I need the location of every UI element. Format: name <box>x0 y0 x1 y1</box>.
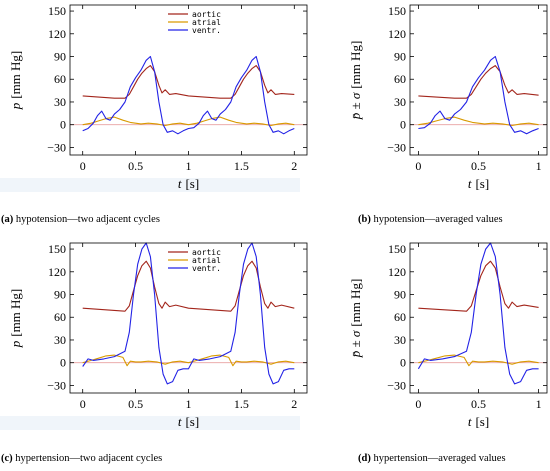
x-tick-label: 0 <box>80 397 86 411</box>
x-tick-label: 1 <box>536 397 542 411</box>
y-tick-label: 30 <box>394 333 406 347</box>
y-tick-label: 150 <box>48 242 66 256</box>
y-tick-label: 30 <box>54 95 66 109</box>
panel-caption: (d) hypertension—averaged values <box>358 453 506 464</box>
legend-entry: atrial <box>192 18 221 27</box>
axes-frame <box>69 242 308 394</box>
axes-frame <box>409 4 548 156</box>
y-tick-label: 0 <box>60 356 66 370</box>
x-axis-label: t [s] <box>468 176 489 191</box>
label-band <box>0 178 300 192</box>
legend-entry: aortic <box>192 248 221 257</box>
legend-entry: aortic <box>192 10 221 19</box>
legend-entry: ventr. <box>192 264 221 273</box>
series-line-ventr <box>418 55 539 135</box>
x-tick-label: 1.5 <box>234 159 249 173</box>
series-line-ventr <box>82 242 295 385</box>
series-line-ventr <box>417 242 539 385</box>
y-tick-label: 60 <box>54 310 66 324</box>
y-tick-label: 120 <box>48 27 66 41</box>
y-tick-label: 120 <box>388 265 406 279</box>
y-tick-label: 60 <box>54 72 66 86</box>
x-tick-label: 0.5 <box>471 159 486 173</box>
chart-panel-1: 0 0.5 1 1.5 2 −30 0 30 60 90 120 150 t [s] p[mm Hg] aor… <box>8 4 308 191</box>
chart-panel-2: 0 0.5 1 −30 0 30 60 90 120 150 t [s] p̄ ± σ[mm Hg] <box>348 4 548 191</box>
x-tick-label: 1 <box>186 159 192 173</box>
series-line-atrial <box>418 116 539 127</box>
y-tick-label: 150 <box>388 242 406 256</box>
y-tick-label: 0 <box>400 356 406 370</box>
y-tick-label: 60 <box>394 72 406 86</box>
legend-entry: ventr. <box>192 26 221 35</box>
y-tick-label: −30 <box>47 378 66 392</box>
y-tick-label: −30 <box>387 378 406 392</box>
x-tick-label: 0 <box>80 159 86 173</box>
y-tick-label: 120 <box>388 27 406 41</box>
x-tick-label: 0.5 <box>128 159 143 173</box>
y-tick-label: 90 <box>394 288 406 302</box>
x-tick-label: 1.5 <box>234 397 249 411</box>
series-line-aortic <box>82 65 295 99</box>
y-axis-label: p[mm Hg] <box>8 289 23 349</box>
y-tick-label: 150 <box>48 4 66 18</box>
x-tick-label: 0.5 <box>128 397 143 411</box>
y-tick-label: 120 <box>48 265 66 279</box>
series-line-aortic <box>418 260 539 312</box>
series-line-atrial <box>82 354 295 367</box>
legend-entry: atrial <box>192 256 221 265</box>
y-axis-label: p̄ ± σ[mm Hg] <box>348 279 363 359</box>
y-tick-label: 0 <box>60 118 66 132</box>
y-tick-label: 30 <box>54 333 66 347</box>
x-tick-label: 2 <box>291 159 297 173</box>
y-tick-label: 30 <box>394 95 406 109</box>
y-tick-label: −30 <box>47 140 66 154</box>
x-tick-label: 0 <box>415 397 421 411</box>
x-tick-label: 0.5 <box>471 397 486 411</box>
x-axis-label: t [s] <box>178 176 199 191</box>
y-axis-label: p̄ ± σ[mm Hg] <box>348 41 363 121</box>
x-axis-label: t [s] <box>178 414 199 429</box>
y-tick-label: 90 <box>54 50 66 64</box>
y-tick-label: −30 <box>387 140 406 154</box>
series-line-ventr <box>82 55 295 135</box>
chart-panel-4: 0 0.5 1 −30 0 30 60 90 120 150 t [s] p̄ ± σ[mm Hg] <box>348 242 548 429</box>
y-tick-label: 150 <box>388 4 406 18</box>
series-line-atrial <box>82 116 295 127</box>
y-tick-label: 60 <box>394 310 406 324</box>
chart-panel-3: 0 0.5 1 1.5 2 −30 0 30 60 90 120 150 t [s] p[mm Hg] aor… <box>8 242 308 429</box>
x-tick-label: 1 <box>536 159 542 173</box>
y-tick-label: 90 <box>394 50 406 64</box>
x-tick-label: 0 <box>415 159 421 173</box>
x-tick-label: 2 <box>291 397 297 411</box>
y-tick-label: 0 <box>400 118 406 132</box>
y-axis-label: p[mm Hg] <box>8 51 23 111</box>
panel-caption: (c) hypertension—two adjacent cycles <box>1 453 162 464</box>
label-band <box>0 416 300 430</box>
panel-caption: (a) hypotension—two adjacent cycles <box>1 214 160 225</box>
x-tick-label: 1 <box>186 397 192 411</box>
series-line-aortic <box>418 65 539 99</box>
series-line-atrial <box>418 354 539 367</box>
panel-caption: (b) hypotension—averaged values <box>358 214 503 225</box>
axes-frame <box>69 4 308 156</box>
x-axis-label: t [s] <box>468 414 489 429</box>
series-line-aortic <box>82 260 295 312</box>
y-tick-label: 90 <box>54 288 66 302</box>
